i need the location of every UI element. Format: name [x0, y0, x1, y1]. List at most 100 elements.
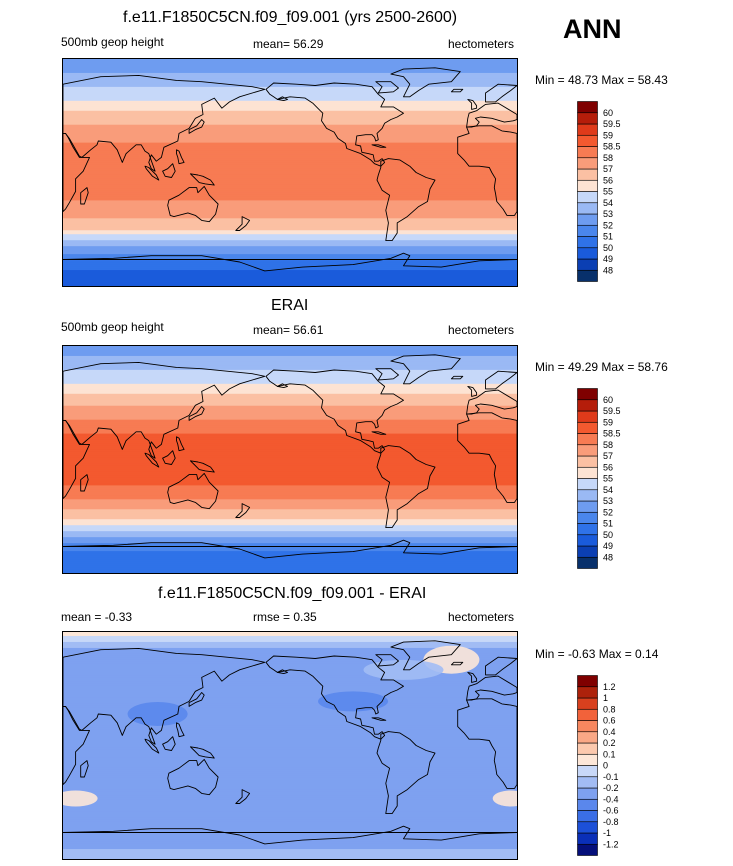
field-band [63, 669, 517, 673]
coastline-cuba [371, 431, 387, 435]
panel1-left-label: 500mb geop height [61, 35, 164, 49]
coastline-newzealand [235, 216, 251, 231]
field-band [63, 839, 517, 842]
colorbar-swatch [577, 202, 598, 215]
field-band [63, 260, 517, 263]
field-band [63, 250, 517, 253]
panel2-minmax-label: Min = 49.29 Max = 58.76 [535, 360, 668, 374]
field-band [63, 697, 517, 701]
colorbar-tick-label: 0.1 [603, 749, 616, 759]
field-band [63, 731, 517, 735]
field-band [63, 415, 517, 419]
field-band [63, 242, 517, 245]
field-band [63, 747, 517, 751]
colorbar-swatch [577, 410, 598, 423]
field-band [63, 381, 517, 385]
field-band [63, 637, 517, 641]
field-band [63, 715, 517, 719]
coastline-scandinavia [485, 656, 517, 676]
field-band [63, 751, 517, 755]
field-band [63, 471, 517, 475]
anomaly-region [127, 701, 188, 726]
field-band [63, 721, 517, 725]
field-band [63, 106, 517, 110]
colorbar-swatch [577, 556, 598, 569]
field-band [63, 393, 517, 397]
field-band [63, 499, 517, 502]
coastline-newzealand [235, 789, 251, 804]
colorbar-swatch [577, 168, 598, 181]
coastline-alaska-isl [276, 669, 288, 675]
field-band [63, 849, 517, 852]
colorbar-swatch [577, 269, 598, 282]
coastline-northamerica [265, 655, 404, 740]
field-band [63, 409, 517, 413]
field-band [63, 357, 517, 361]
field-band [63, 168, 517, 172]
coastline-philippines [176, 436, 185, 452]
coastline-baffin [375, 654, 399, 667]
colorbar-swatch [577, 444, 598, 457]
colorbar-swatch [577, 810, 598, 823]
panel2-title: ERAI [271, 297, 309, 314]
field-band [63, 455, 517, 459]
field-band [63, 765, 517, 768]
field-band [63, 66, 517, 70]
panel2-mean-label: mean= 56.61 [253, 323, 324, 337]
field-band [63, 347, 517, 351]
field-band [63, 635, 517, 639]
field-band [63, 457, 517, 461]
field-band [63, 683, 517, 687]
map-field [63, 59, 517, 286]
colorbar-tick-label: -1 [603, 828, 611, 838]
field-band [63, 413, 517, 417]
coastline-borneo [162, 163, 176, 178]
field-band [63, 218, 517, 221]
colorbar-tick-label: 1.2 [603, 682, 616, 692]
colorbar-tick-label: 51 [603, 232, 613, 242]
colorbar-swatch [577, 191, 598, 204]
coastline-newguinea [189, 173, 215, 186]
colorbar-swatch [577, 146, 598, 159]
field-band [63, 353, 517, 357]
field-band [63, 497, 517, 500]
field-band [63, 703, 517, 707]
field-band [63, 817, 517, 820]
field-band [63, 132, 517, 136]
colorbar-tick-label: 54 [603, 198, 613, 208]
colorbar-swatch [577, 179, 598, 192]
panel2-colorbar: 48 49 50 51 52 53 54 55 56 57 58 58.5 59 59.5 60 [577, 388, 637, 570]
coastline-africa [63, 705, 90, 786]
field-band [63, 373, 517, 377]
field-band [63, 847, 517, 850]
field-band [63, 184, 517, 188]
colorbar-tick-label: -0.8 [603, 817, 619, 827]
coastline-greenland [390, 640, 461, 671]
colorbar-tick-label: 50 [603, 243, 613, 253]
field-band [63, 795, 517, 798]
colorbar-tick-label: 49 [603, 254, 613, 264]
field-band [63, 559, 517, 562]
field-band [63, 485, 517, 488]
field-band [63, 276, 517, 279]
field-band [63, 86, 517, 90]
coastline-eurasia [63, 361, 266, 459]
coastline-nafrica [457, 412, 517, 503]
field-band [63, 164, 517, 168]
field-band [63, 827, 517, 830]
field-band [63, 503, 517, 506]
field-band [63, 128, 517, 132]
field-band [63, 346, 517, 349]
field-band [63, 236, 517, 239]
coastline-scandinavia [485, 370, 517, 390]
colorbar-tick-label: 0 [603, 761, 608, 771]
field-band [63, 100, 517, 104]
field-band [63, 711, 517, 715]
field-band [63, 489, 517, 492]
colorbar-swatch [577, 213, 598, 226]
field-band [63, 64, 517, 68]
field-band [63, 835, 517, 838]
field-band [63, 851, 517, 854]
field-band [63, 705, 517, 709]
field-band [63, 270, 517, 273]
